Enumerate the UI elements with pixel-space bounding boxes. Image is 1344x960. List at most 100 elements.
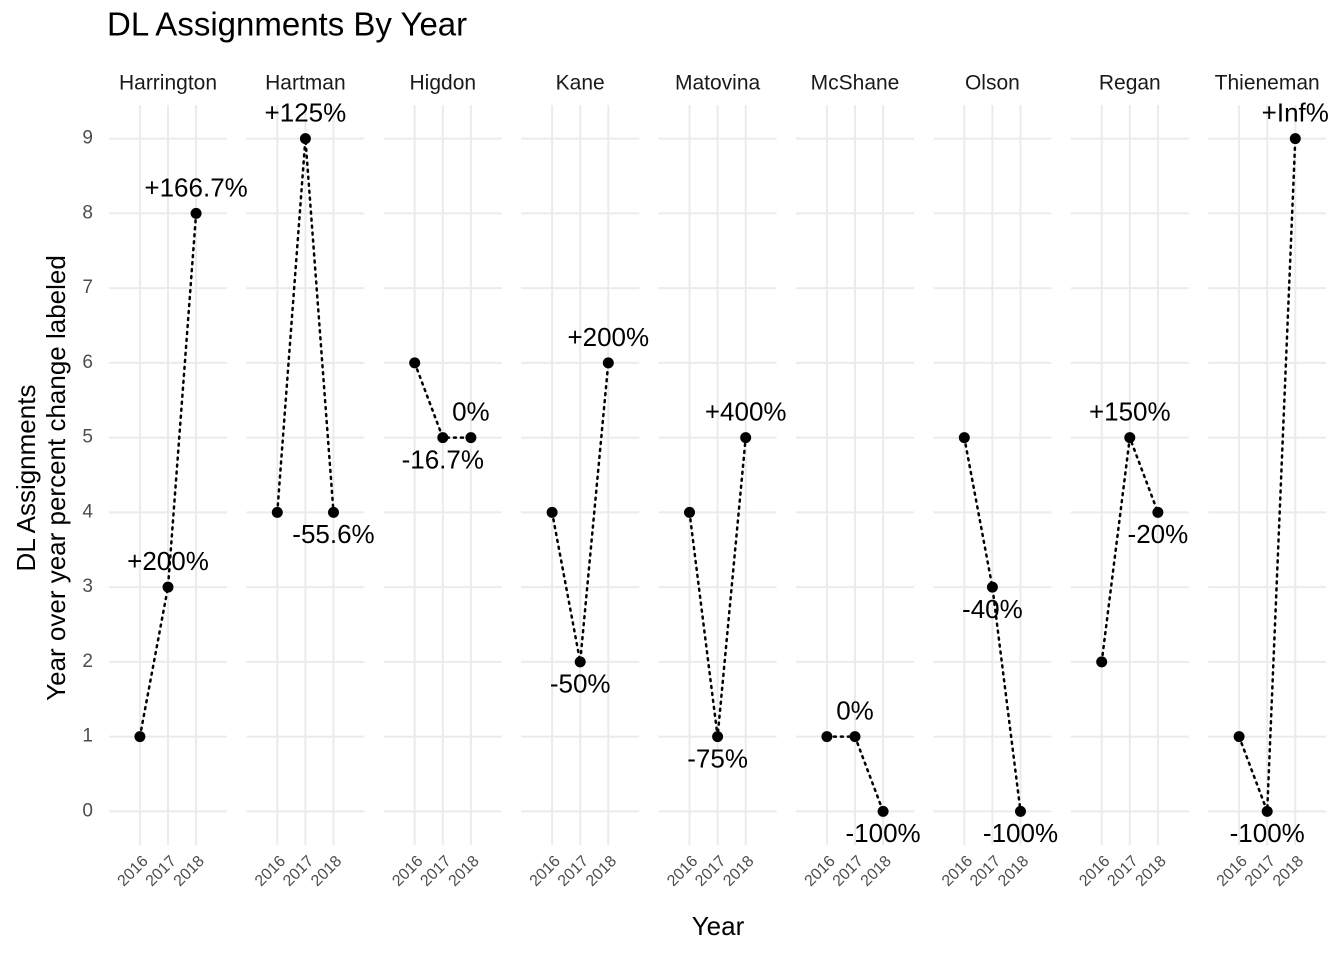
data-point xyxy=(271,506,283,518)
data-point xyxy=(546,506,558,518)
facet-label: Thieneman xyxy=(1215,72,1320,95)
x-tick-label: 2016 xyxy=(1214,853,1251,890)
x-tick-label: 2018 xyxy=(1270,853,1307,890)
data-point xyxy=(1124,432,1136,444)
data-point xyxy=(1014,805,1026,817)
change-label: -100% xyxy=(983,818,1058,848)
x-axis-title: Year xyxy=(692,911,745,941)
x-tick-label: 2018 xyxy=(1133,853,1170,890)
x-tick-label: 2016 xyxy=(939,853,976,890)
x-tick-label: 2016 xyxy=(252,853,289,890)
y-tick-label: 9 xyxy=(82,128,93,149)
data-point xyxy=(986,581,998,593)
chart-title: DL Assignments By Year xyxy=(107,6,467,43)
change-label: -55.6% xyxy=(292,519,374,549)
data-point xyxy=(740,432,752,444)
change-label: +150% xyxy=(1089,397,1171,427)
change-label: -75% xyxy=(687,743,748,773)
facet-label: Kane xyxy=(556,72,605,95)
data-point xyxy=(1096,656,1108,668)
y-tick-label: 3 xyxy=(82,576,93,597)
data-point xyxy=(1233,731,1245,743)
change-label: -16.7% xyxy=(402,445,484,475)
change-label: -100% xyxy=(846,818,921,848)
data-point xyxy=(299,133,311,145)
data-point xyxy=(684,506,696,518)
x-tick-label: 2017 xyxy=(417,853,454,890)
data-point xyxy=(712,731,724,743)
x-tick-label: 2016 xyxy=(1076,853,1113,890)
data-point xyxy=(821,731,833,743)
x-tick-label: 2017 xyxy=(692,853,729,890)
data-point xyxy=(134,731,146,743)
facet-label: Olson xyxy=(965,72,1020,95)
x-tick-label: 2017 xyxy=(555,853,592,890)
change-label: +Inf% xyxy=(1262,98,1329,128)
data-point xyxy=(1152,506,1164,518)
y-axis-title: Year over year percent change labeled xyxy=(41,255,71,701)
y-tick-label: 1 xyxy=(82,726,93,747)
change-label: -100% xyxy=(1230,818,1305,848)
x-tick-label: 2018 xyxy=(171,853,208,890)
change-label: +400% xyxy=(705,397,787,427)
change-label: +200% xyxy=(127,546,209,576)
y-tick-label: 2 xyxy=(82,651,93,672)
data-point xyxy=(162,581,174,593)
facet-label: Harrington xyxy=(119,72,217,95)
facet-label: Regan xyxy=(1099,72,1161,95)
data-point xyxy=(437,432,449,444)
change-label: -20% xyxy=(1128,519,1189,549)
data-point xyxy=(849,731,861,743)
data-point xyxy=(574,656,586,668)
y-tick-label: 8 xyxy=(82,202,93,223)
x-tick-label: 2018 xyxy=(583,853,620,890)
data-point xyxy=(190,207,202,219)
x-tick-label: 2017 xyxy=(1242,853,1279,890)
x-tick-label: 2018 xyxy=(446,853,483,890)
x-tick-label: 2017 xyxy=(967,853,1004,890)
data-point xyxy=(877,805,889,817)
x-tick-label: 2017 xyxy=(830,853,867,890)
change-label: +200% xyxy=(567,322,649,352)
change-label: -40% xyxy=(962,594,1023,624)
x-tick-label: 2016 xyxy=(389,853,426,890)
facet-label: Matovina xyxy=(675,72,761,95)
y-tick-label: 7 xyxy=(82,277,93,298)
change-label: -50% xyxy=(550,669,611,699)
change-label: 0% xyxy=(836,695,874,725)
series-line xyxy=(550,361,610,663)
x-tick-label: 2017 xyxy=(143,853,180,890)
series-line xyxy=(138,212,198,738)
change-label: +125% xyxy=(265,98,347,128)
x-tick-label: 2017 xyxy=(1104,853,1141,890)
data-point xyxy=(958,432,970,444)
x-tick-label: 2016 xyxy=(115,853,152,890)
x-tick-label: 2016 xyxy=(527,853,564,890)
x-tick-label: 2018 xyxy=(995,853,1032,890)
x-tick-label: 2016 xyxy=(802,853,839,890)
series-line xyxy=(963,436,1022,813)
data-point xyxy=(409,357,421,369)
facet-label: Higdon xyxy=(410,72,477,95)
x-tick-label: 2018 xyxy=(308,853,345,890)
series-line xyxy=(276,138,335,514)
y-tick-label: 4 xyxy=(82,501,93,522)
y-tick-label: 5 xyxy=(82,427,93,448)
change-label: +166.7% xyxy=(144,172,247,202)
x-tick-label: 2017 xyxy=(280,853,317,890)
y-tick-label: 0 xyxy=(82,800,93,821)
data-point xyxy=(465,432,477,444)
x-tick-label: 2018 xyxy=(858,853,895,890)
facet-label: Hartman xyxy=(265,72,346,95)
data-point xyxy=(327,506,339,518)
y-axis-title: DL Assignments xyxy=(11,385,41,572)
x-tick-label: 2016 xyxy=(664,853,701,890)
data-point xyxy=(1261,805,1273,817)
change-label: 0% xyxy=(452,397,490,427)
y-tick-label: 6 xyxy=(82,352,93,373)
data-point xyxy=(1289,133,1301,145)
facet-label: McShane xyxy=(811,72,900,95)
data-point xyxy=(602,357,614,369)
